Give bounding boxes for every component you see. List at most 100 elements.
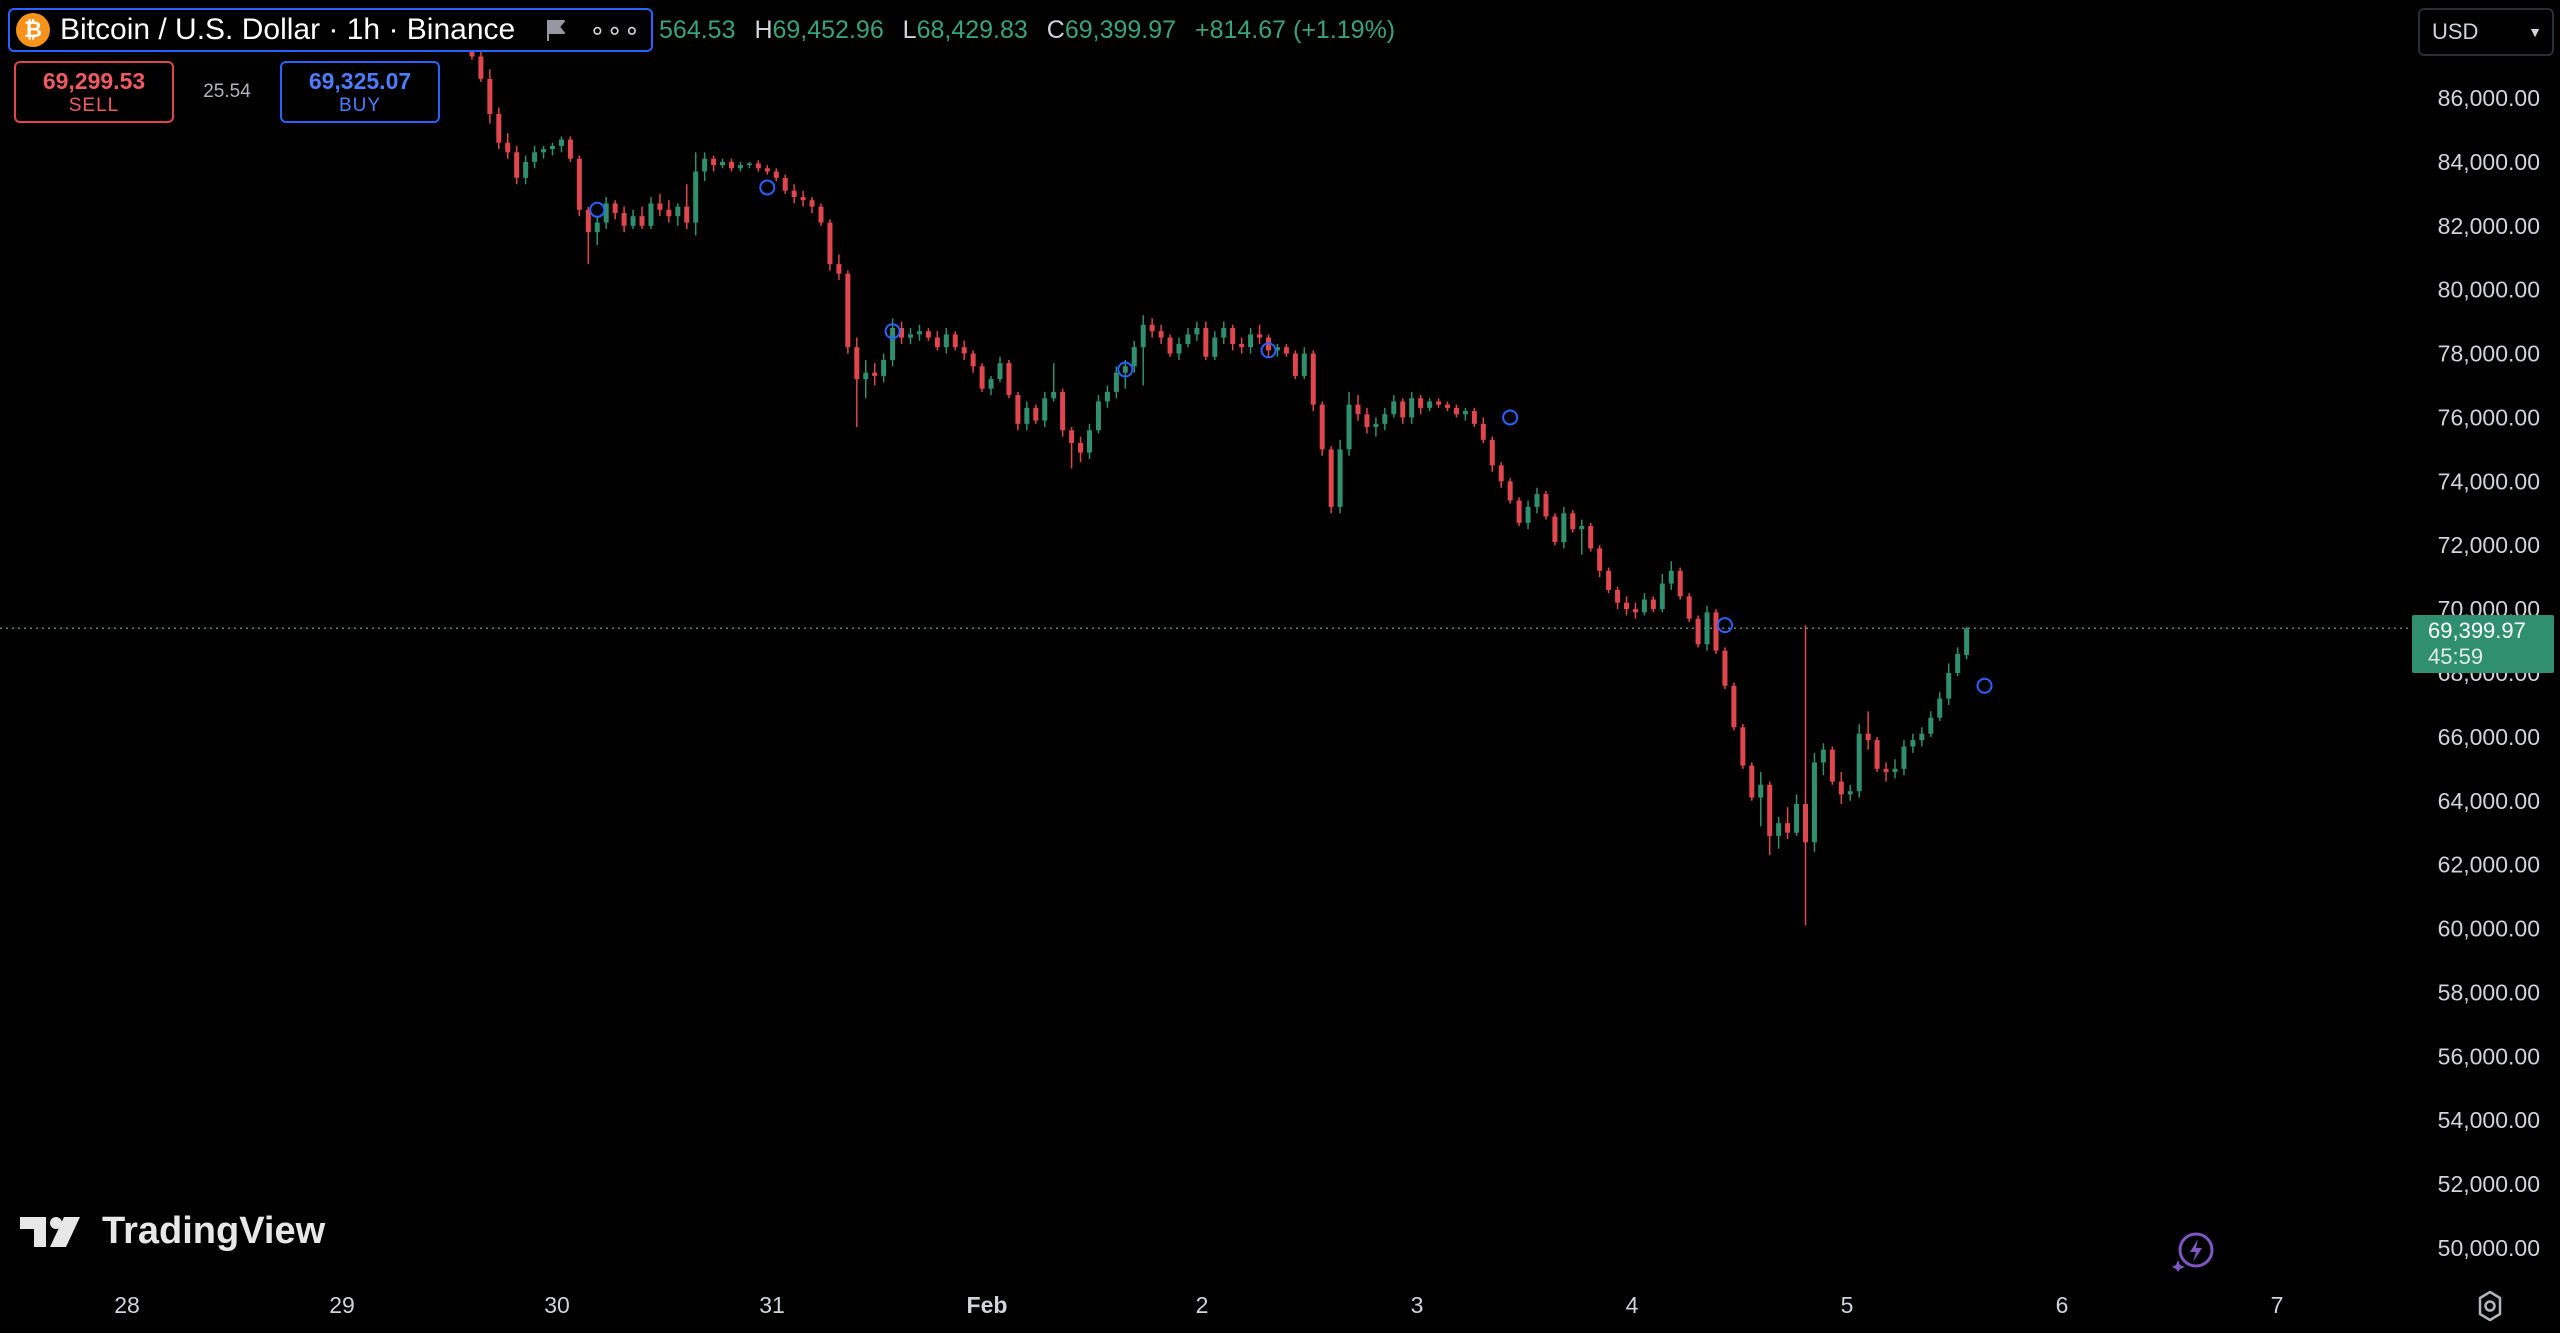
candle <box>890 318 896 367</box>
candle-body <box>1355 404 1361 415</box>
candle <box>1955 647 1961 677</box>
candle-body <box>1964 628 1970 655</box>
candle <box>505 133 511 159</box>
candle-body <box>1400 401 1406 418</box>
event-marker[interactable] <box>1260 342 1277 359</box>
candle <box>1095 395 1101 434</box>
sell-button[interactable]: 69,299.53 SELL <box>14 61 174 123</box>
flag-icon[interactable] <box>545 18 567 42</box>
candle <box>1471 407 1477 428</box>
candle <box>666 200 672 223</box>
candle <box>523 155 529 185</box>
event-marker[interactable] <box>1502 409 1519 426</box>
event-marker[interactable] <box>759 179 776 196</box>
candle-body <box>702 158 708 172</box>
event-marker[interactable] <box>884 323 901 340</box>
candle <box>1221 321 1227 344</box>
y-tick-label: 72,000.00 <box>2438 532 2540 558</box>
candle-body <box>1561 513 1567 543</box>
candle-body <box>1382 414 1388 424</box>
y-tick-label: 76,000.00 <box>2438 404 2540 430</box>
candle-body <box>532 152 538 162</box>
candle-body <box>1230 328 1236 344</box>
candle <box>1006 359 1012 399</box>
more-options-icon[interactable]: ∘∘∘ <box>589 14 642 45</box>
candle <box>943 328 949 354</box>
tradingview-watermark[interactable]: TradingView <box>20 1210 325 1253</box>
bitcoin-icon: ₿ <box>16 13 50 47</box>
candle <box>1292 350 1298 380</box>
candle <box>496 107 502 150</box>
candle-body <box>845 273 851 348</box>
x-tick-label: 29 <box>329 1292 355 1318</box>
candle <box>1355 395 1361 421</box>
candle-body <box>1579 526 1585 530</box>
candle <box>1543 490 1549 520</box>
candle-body <box>1874 740 1880 769</box>
candle <box>1561 506 1567 549</box>
candle-body <box>558 139 564 146</box>
candle <box>541 145 547 159</box>
last-price-value: 69,399.97 <box>2428 618 2526 643</box>
y-tick-label: 82,000.00 <box>2438 213 2540 239</box>
candle <box>1686 593 1692 622</box>
candle <box>746 161 752 169</box>
candle-body <box>1176 343 1182 354</box>
candle <box>514 145 520 185</box>
candle-body <box>1471 411 1477 424</box>
buy-button[interactable]: 69,325.07 BUY <box>280 61 440 123</box>
event-marker[interactable] <box>1117 361 1134 378</box>
symbol-selector[interactable]: ₿ Bitcoin / U.S. Dollar · 1h · Binance ∘… <box>8 8 654 52</box>
candle-body <box>1024 407 1030 424</box>
candle-body <box>1928 717 1934 734</box>
candle <box>1928 711 1934 737</box>
candle-body <box>988 379 994 389</box>
candle <box>1113 366 1119 399</box>
candle <box>1445 401 1450 412</box>
candle-body <box>961 347 967 354</box>
candle <box>854 337 860 428</box>
close-label: C <box>1046 15 1065 44</box>
candle-body <box>1221 328 1227 338</box>
candle <box>1865 711 1871 750</box>
candle <box>979 363 985 392</box>
lightning-icon[interactable] <box>2172 1230 2214 1272</box>
event-marker[interactable] <box>1976 677 1993 694</box>
buy-label: BUY <box>338 94 382 116</box>
buy-price: 69,325.07 <box>308 67 412 94</box>
candle-body <box>1319 404 1325 450</box>
candle-body <box>1516 500 1522 523</box>
candle <box>1104 385 1110 408</box>
candle <box>1033 404 1039 424</box>
candle-body <box>737 165 743 169</box>
event-marker[interactable] <box>1716 617 1733 634</box>
candle-body <box>782 177 788 191</box>
candle-body <box>1767 784 1773 836</box>
candle-body <box>934 337 940 348</box>
candle <box>1239 337 1245 354</box>
candle <box>1946 663 1952 705</box>
y-tick-label: 60,000.00 <box>2438 916 2540 942</box>
candle-body <box>1749 765 1755 798</box>
candle-body <box>1740 727 1746 766</box>
candle-body <box>1677 570 1683 597</box>
candle-body <box>1758 784 1764 798</box>
event-marker[interactable] <box>589 201 606 218</box>
candle <box>729 158 734 172</box>
settings-gear-icon[interactable] <box>2472 1288 2508 1324</box>
tradingview-logo-icon <box>20 1216 80 1247</box>
candle <box>532 145 538 169</box>
candle <box>800 190 806 207</box>
candle <box>1382 407 1388 431</box>
candle-body <box>1212 337 1218 357</box>
candle-body <box>1453 407 1459 415</box>
candle <box>1910 733 1916 753</box>
currency-select[interactable]: USD ▼ <box>2418 8 2554 56</box>
candle-body <box>1310 353 1316 405</box>
candle-body <box>630 216 636 226</box>
candle-body <box>1346 404 1352 450</box>
candle-body <box>1364 414 1370 428</box>
candle <box>1274 343 1280 357</box>
sell-label: SELL <box>68 94 120 116</box>
